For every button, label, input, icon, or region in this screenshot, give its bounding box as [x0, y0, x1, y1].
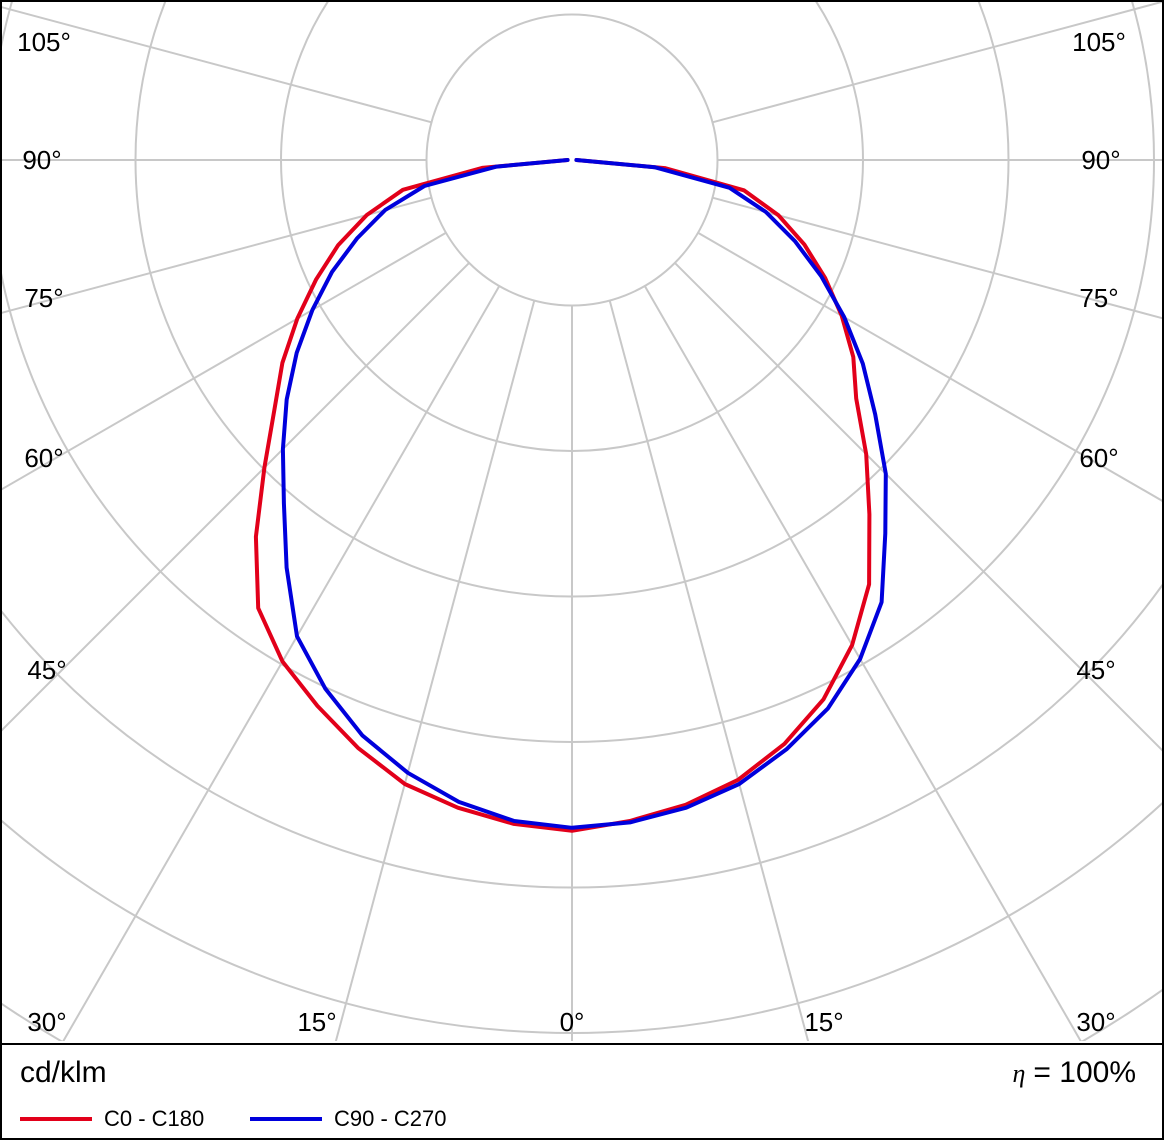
angle-label-bottom-0: 0° — [559, 1007, 585, 1037]
eta-symbol: η — [1012, 1059, 1026, 1088]
polar-chart-canvas — [2, 2, 1162, 1041]
legend-line-blue — [250, 1117, 322, 1121]
legend-label-c90-c270: C90 - C270 — [334, 1106, 447, 1131]
angle-label-left-90: 90° — [22, 145, 62, 175]
grid-radial-line — [674, 262, 1162, 752]
footer-divider — [2, 1043, 1162, 1045]
grid-radial-line — [2, 6, 432, 124]
grid-ring — [2, 583, 1162, 889]
grid-radial-line — [2, 231, 447, 491]
efficiency-value: = 100% — [1033, 1056, 1136, 1089]
angle-label-right-75: 75° — [1079, 283, 1119, 313]
curve-c0-c180 — [253, 158, 872, 833]
grid-radial-line — [608, 300, 810, 1041]
legend-label-c0-c180: C0 - C180 — [104, 1106, 205, 1131]
legend-item-c0-c180: C0 - C180 — [20, 1102, 204, 1136]
angle-label-right-60: 60° — [1079, 443, 1119, 473]
angle-label-left-105: 105° — [17, 27, 71, 57]
grid-radial-line — [62, 285, 501, 1041]
angle-label-bottom-30l: 30° — [27, 1007, 67, 1037]
grid-ring — [2, 2, 1155, 743]
grid-radial-line — [643, 285, 1082, 1041]
grid-radial-line — [712, 2, 1162, 124]
angle-label-left-60: 60° — [24, 443, 64, 473]
units-label: cd/klm — [20, 1056, 107, 1089]
angle-label-right-90: 90° — [1081, 145, 1121, 175]
efficiency-label: η = 100% — [1013, 1056, 1137, 1090]
grid-radial-line — [697, 231, 1162, 502]
angle-label-left-75: 75° — [24, 283, 64, 313]
grid-radial-line — [334, 300, 536, 1041]
grid-ring — [425, 13, 719, 307]
grid-radial-line — [712, 196, 1162, 320]
grid-radial-line — [2, 196, 432, 314]
grid-radial-line — [2, 262, 470, 732]
grid-ring — [2, 801, 1162, 1034]
curve-c90-c270 — [280, 158, 888, 830]
angle-label-right-45: 45° — [1076, 655, 1116, 685]
angle-label-right-105: 105° — [1072, 27, 1126, 57]
angle-label-bottom-30r: 30° — [1076, 1007, 1116, 1037]
angle-label-left-45: 45° — [27, 655, 67, 685]
legend-item-c90-c270: C90 - C270 — [250, 1102, 447, 1136]
legend-line-red — [20, 1117, 92, 1121]
angle-label-bottom-15r: 15° — [804, 1007, 844, 1037]
angle-label-bottom-15l: 15° — [297, 1007, 337, 1037]
